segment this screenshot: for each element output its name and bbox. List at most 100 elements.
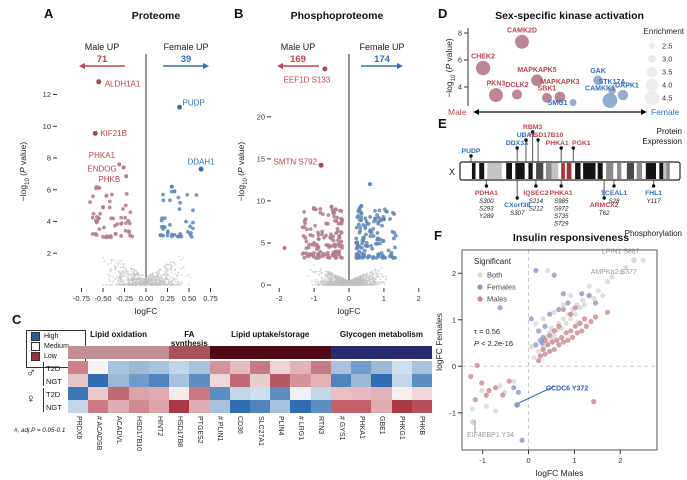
point-females	[519, 437, 525, 443]
p-value-statistic: P < 2.2e-16	[474, 339, 513, 348]
gray-point	[169, 266, 172, 269]
point-males	[604, 309, 611, 315]
point-males	[577, 320, 583, 327]
gray-point	[135, 278, 138, 280]
heatmap-cell	[169, 361, 190, 374]
gray-point	[377, 272, 379, 275]
gray-point	[103, 260, 106, 262]
chromosome-band	[471, 163, 476, 179]
column-label: # PLIN1	[216, 416, 224, 442]
x-tick-label: 1	[382, 294, 386, 303]
point-both	[581, 302, 588, 308]
y-tick-label: 8	[458, 29, 462, 38]
heatmap-cell	[148, 361, 170, 374]
arrow-head-icon	[203, 63, 209, 69]
y-tick-label: 2	[452, 269, 456, 278]
gray-point	[162, 278, 165, 281]
significant-point	[338, 255, 343, 260]
point-both	[595, 288, 601, 294]
gray-point	[163, 270, 166, 273]
gray-point	[371, 274, 373, 277]
chromosome-band	[606, 163, 614, 179]
point-females	[533, 342, 539, 348]
gray-point	[360, 283, 363, 286]
gene-label: ALDH1A1	[105, 79, 141, 88]
chromosome-outline	[459, 161, 681, 181]
y-tick-label: 20	[257, 112, 265, 121]
point-males	[551, 328, 557, 334]
chromosome-band	[515, 163, 525, 179]
chromosome-band	[484, 163, 488, 179]
gray-point	[311, 284, 314, 286]
gray-point	[326, 270, 329, 273]
labeled-gene-point	[177, 104, 183, 110]
gray-point	[106, 283, 109, 286]
significant-point	[359, 203, 364, 208]
heatmap-cell	[148, 400, 170, 413]
heatmap-cell	[128, 374, 150, 387]
gray-point	[171, 265, 174, 268]
significant-point	[165, 233, 170, 238]
gray-point	[154, 276, 157, 279]
gray-point	[120, 275, 123, 278]
enrichment-legend-value: 3.5	[662, 68, 672, 77]
significant-point	[310, 242, 315, 247]
significant-legend-title: Significant	[474, 257, 512, 266]
significant-point	[382, 207, 387, 212]
significant-point	[355, 215, 360, 220]
gray-point	[102, 284, 105, 286]
gray-point	[381, 281, 384, 284]
phospho-site-label: T62	[599, 210, 610, 217]
significant-point	[188, 224, 192, 229]
significant-point	[331, 234, 336, 239]
x-tick-label: 2	[618, 456, 622, 465]
gray-point	[156, 280, 158, 283]
enrichment-legend-value: 3.0	[662, 55, 672, 64]
gray-point	[102, 256, 105, 259]
legend-dot	[477, 284, 483, 290]
gray-point	[180, 281, 183, 283]
gray-point	[129, 283, 132, 286]
significant-point	[315, 253, 320, 257]
significant-point	[368, 234, 373, 238]
gray-point	[329, 281, 332, 284]
significant-point	[393, 245, 397, 250]
point-both	[551, 309, 557, 315]
column-label: CD36	[236, 416, 244, 434]
gray-point	[375, 276, 378, 279]
gray-point	[166, 284, 169, 286]
chromosome-band	[575, 163, 581, 179]
gray-point	[363, 279, 365, 282]
significant-point	[314, 242, 319, 247]
chromosome-band	[558, 163, 562, 179]
gene-label: PUDP	[183, 99, 205, 108]
gray-point	[131, 268, 134, 271]
significant-point	[359, 215, 364, 220]
point-males	[581, 316, 588, 322]
gray-point	[127, 277, 130, 280]
significant-point	[189, 231, 193, 235]
significant-point	[128, 210, 133, 215]
column-label: PHKB	[418, 416, 426, 436]
gray-point	[117, 277, 120, 280]
kinase-bubble	[475, 60, 491, 76]
labeled-point	[514, 402, 520, 408]
row-label: T2D	[46, 364, 61, 373]
gray-point	[110, 259, 113, 262]
point-females	[560, 291, 566, 297]
gray-point	[316, 283, 319, 286]
gray-point	[121, 279, 124, 281]
gray-point	[114, 266, 116, 269]
heatmap-cell	[371, 361, 393, 374]
significant-point	[331, 253, 335, 258]
significant-point	[308, 227, 313, 231]
chromosome-band	[545, 163, 552, 179]
significant-point	[385, 209, 389, 214]
heatmap-cell	[270, 387, 291, 400]
gray-point	[112, 280, 114, 283]
significant-point	[321, 251, 325, 256]
column-label: # GYS1	[337, 416, 345, 441]
significant-point	[334, 219, 339, 223]
kinase-label: DCLK2	[505, 82, 528, 89]
